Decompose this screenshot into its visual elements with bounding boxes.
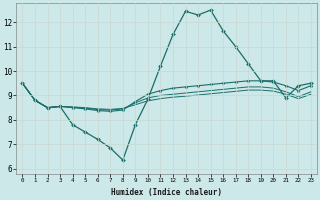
X-axis label: Humidex (Indice chaleur): Humidex (Indice chaleur) xyxy=(111,188,222,197)
